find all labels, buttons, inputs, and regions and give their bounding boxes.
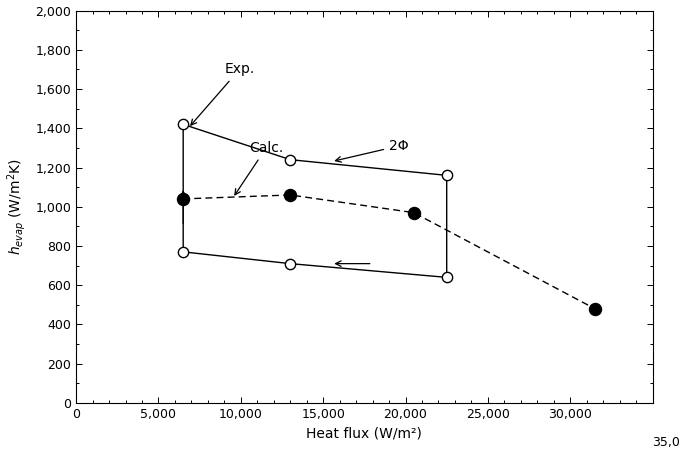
Point	[589, 305, 600, 313]
Point	[178, 195, 189, 202]
Point	[285, 191, 296, 198]
Point	[285, 260, 296, 267]
Point	[408, 209, 419, 216]
Point	[441, 274, 452, 281]
Point	[441, 172, 452, 179]
Text: Exp.: Exp.	[191, 62, 255, 125]
Point	[285, 156, 296, 163]
Point	[178, 248, 189, 255]
X-axis label: Heat flux (W/m²): Heat flux (W/m²)	[307, 426, 423, 440]
Text: Calc.: Calc.	[235, 141, 283, 195]
Text: 35,0: 35,0	[652, 436, 681, 449]
Point	[178, 121, 189, 128]
Text: 2Φ: 2Φ	[335, 139, 409, 162]
Y-axis label: $\mathit{h}_{\mathit{evap}}\ \mathrm{(W/m^2 K)}$: $\mathit{h}_{\mathit{evap}}\ \mathrm{(W/…	[5, 158, 28, 255]
